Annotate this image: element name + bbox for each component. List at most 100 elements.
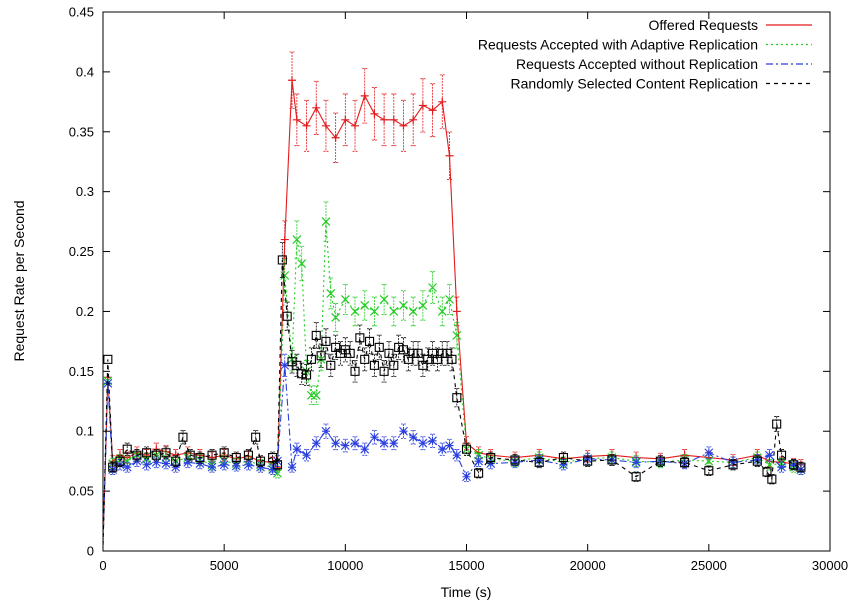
- y-tick-label: 0.15: [69, 364, 94, 379]
- error-bar: [391, 353, 397, 377]
- data-point: [185, 450, 195, 460]
- data-point: [486, 459, 496, 468]
- error-bar: [454, 388, 460, 408]
- data-point: [409, 115, 418, 124]
- data-point: [394, 342, 404, 352]
- data-point: [288, 76, 297, 85]
- error-bar: [439, 74, 445, 130]
- data-point: [510, 455, 520, 465]
- data-point: [321, 336, 331, 346]
- data-point: [474, 456, 484, 466]
- data-point: [321, 121, 330, 130]
- error-bar: [367, 328, 373, 355]
- data-point: [428, 348, 438, 358]
- data-point: [398, 345, 409, 355]
- data-point: [207, 462, 217, 472]
- data-point: [219, 460, 229, 470]
- x-tick-label: 15000: [448, 558, 484, 573]
- data-point: [103, 354, 113, 364]
- y-tick-label: 0.45: [69, 5, 94, 20]
- data-point: [418, 301, 428, 310]
- data-point: [399, 121, 408, 130]
- legend-label: Randomly Selected Content Replication: [511, 76, 758, 92]
- data-point: [132, 456, 142, 466]
- data-point: [445, 441, 454, 450]
- error-bar: [371, 353, 377, 377]
- data-point: [461, 444, 472, 454]
- data-point: [655, 456, 665, 466]
- data-point: [408, 348, 418, 358]
- data-point: [432, 354, 442, 364]
- data-point: [360, 444, 370, 454]
- data-point: [331, 313, 341, 322]
- series-line: [103, 221, 802, 546]
- data-point: [379, 366, 389, 376]
- data-point: [151, 457, 161, 467]
- data-point: [292, 360, 302, 370]
- data-point: [765, 450, 774, 460]
- data-point: [447, 354, 457, 364]
- data-point: [142, 460, 152, 470]
- data-point: [341, 115, 350, 124]
- error-bar: [313, 322, 319, 349]
- data-point: [287, 462, 297, 472]
- data-point: [418, 438, 428, 448]
- data-point: [287, 354, 297, 364]
- data-point: [384, 348, 394, 358]
- data-point: [445, 295, 454, 304]
- error-bar: [357, 324, 363, 351]
- data-point: [796, 462, 806, 472]
- data-point: [108, 462, 118, 472]
- ticks-layer: 0 5000 10000 15000 20000 25000 30000 0 0.05 0.1 0.…: [69, 5, 848, 574]
- data-point: [428, 106, 437, 115]
- data-point: [374, 342, 384, 352]
- error-bar: [405, 347, 411, 372]
- legend-label: Offered Requests: [649, 17, 758, 33]
- data-point: [350, 366, 360, 376]
- data-point: [437, 444, 447, 454]
- data-point: [474, 468, 484, 478]
- data-point: [413, 348, 423, 358]
- data-point: [380, 115, 389, 124]
- data-point: [762, 467, 772, 477]
- error-bar: [420, 353, 426, 377]
- error-bar: [439, 341, 445, 366]
- data-point: [559, 460, 568, 470]
- data-point: [244, 460, 253, 470]
- data-point: [268, 465, 278, 474]
- data-point: [442, 348, 452, 358]
- error-bar: [304, 363, 310, 386]
- error-bar: [391, 296, 397, 327]
- error-bar: [400, 290, 406, 321]
- data-point: [302, 450, 311, 460]
- data-point: [321, 217, 331, 227]
- series-3: [103, 242, 806, 546]
- data-point: [331, 133, 340, 142]
- data-point: [350, 307, 360, 316]
- series-layer: [103, 51, 806, 546]
- error-bar: [439, 296, 445, 327]
- data-point: [183, 457, 193, 467]
- x-tick-label: 25000: [691, 558, 727, 573]
- error-bar: [294, 353, 300, 377]
- error-bar: [420, 290, 426, 321]
- error-bar: [430, 83, 436, 138]
- series-2: [103, 353, 806, 546]
- x-axis-label: Time (s): [441, 584, 492, 600]
- error-bar: [180, 429, 186, 445]
- error-bar: [410, 341, 416, 366]
- data-point: [219, 448, 229, 458]
- data-point: [445, 151, 454, 160]
- data-point: [389, 438, 399, 448]
- legend: Offered Requests Requests Accepted with A…: [478, 17, 812, 92]
- y-tick-label: 0.35: [69, 124, 94, 139]
- data-point: [399, 301, 408, 310]
- y-tick-label: 0.3: [76, 184, 94, 199]
- data-point: [326, 360, 336, 370]
- error-bar: [430, 341, 436, 366]
- data-point: [231, 453, 241, 463]
- data-point: [306, 354, 316, 364]
- data-point: [379, 438, 389, 448]
- data-point: [171, 456, 181, 466]
- data-point: [326, 289, 336, 298]
